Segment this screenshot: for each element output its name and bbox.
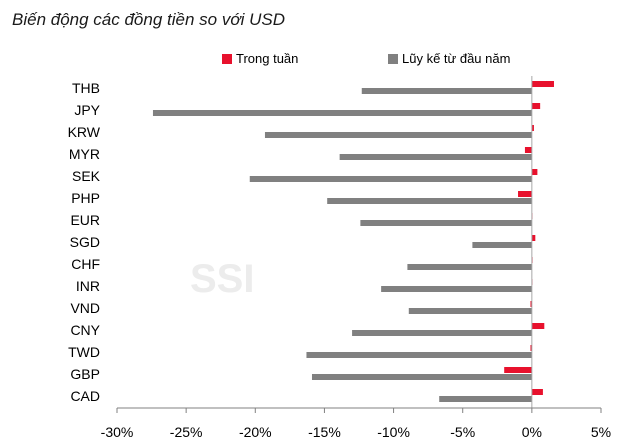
bar-ytd-chf	[407, 264, 532, 270]
x-tick-label-6: 0%	[522, 424, 542, 440]
category-label-inr: INR	[76, 278, 100, 294]
bar-week-jpy	[531, 103, 541, 109]
bar-ytd-cad	[439, 396, 532, 402]
bar-week-sgd	[531, 235, 536, 241]
bar-ytd-sgd	[472, 242, 532, 248]
legend-swatch-1	[222, 54, 232, 64]
bar-week-cad	[531, 389, 543, 395]
bar-week-gbp	[504, 367, 532, 373]
category-label-krw: KRW	[68, 124, 101, 140]
legend-label-2: Lũy kế từ đầu năm	[402, 51, 510, 66]
category-label-thb: THB	[72, 80, 100, 96]
bar-week-thb	[531, 81, 554, 87]
bar-ytd-inr	[381, 286, 532, 292]
bar-week-twd	[530, 345, 532, 351]
category-label-chf: CHF	[71, 256, 100, 272]
bar-ytd-myr	[339, 154, 532, 160]
legend-label-1: Trong tuần	[236, 51, 298, 66]
x-tick-label-3: -15%	[308, 424, 341, 440]
bar-ytd-cny	[352, 330, 532, 336]
watermark-text: SSI	[190, 257, 254, 301]
category-label-sgd: SGD	[70, 234, 100, 250]
bar-week-php	[518, 191, 532, 197]
bar-ytd-gbp	[311, 374, 532, 380]
x-tick-label-4: -10%	[377, 424, 410, 440]
bar-ytd-jpy	[152, 110, 532, 116]
bar-ytd-php	[327, 198, 532, 204]
category-label-vnd: VND	[70, 300, 100, 316]
bar-ytd-thb	[361, 88, 532, 94]
category-label-cny: CNY	[70, 322, 100, 338]
x-tick-label-2: -20%	[239, 424, 272, 440]
bar-ytd-sek	[249, 176, 532, 182]
bar-week-myr	[524, 147, 532, 153]
bar-week-vnd	[530, 301, 532, 307]
category-label-cad: CAD	[70, 388, 100, 404]
legend-swatch-2	[388, 54, 398, 64]
x-tick-label-7: 5%	[591, 424, 611, 440]
bar-ytd-krw	[264, 132, 532, 138]
category-label-gbp: GBP	[70, 366, 100, 382]
bar-ytd-vnd	[408, 308, 532, 314]
category-label-eur: EUR	[70, 212, 100, 228]
x-tick-label-1: -25%	[170, 424, 203, 440]
category-label-php: PHP	[71, 190, 100, 206]
x-tick-label-5: -5%	[450, 424, 475, 440]
category-label-twd: TWD	[68, 344, 100, 360]
category-label-sek: SEK	[72, 168, 101, 184]
category-label-myr: MYR	[69, 146, 100, 162]
category-label-jpy: JPY	[74, 102, 100, 118]
bar-week-cny	[531, 323, 545, 329]
bar-ytd-twd	[306, 352, 532, 358]
x-tick-label-0: -30%	[101, 424, 134, 440]
bar-week-sek	[531, 169, 538, 175]
bar-week-krw	[531, 125, 534, 131]
bar-ytd-eur	[360, 220, 532, 226]
chart-title: Biến động các đồng tiền so với USD	[12, 10, 285, 29]
